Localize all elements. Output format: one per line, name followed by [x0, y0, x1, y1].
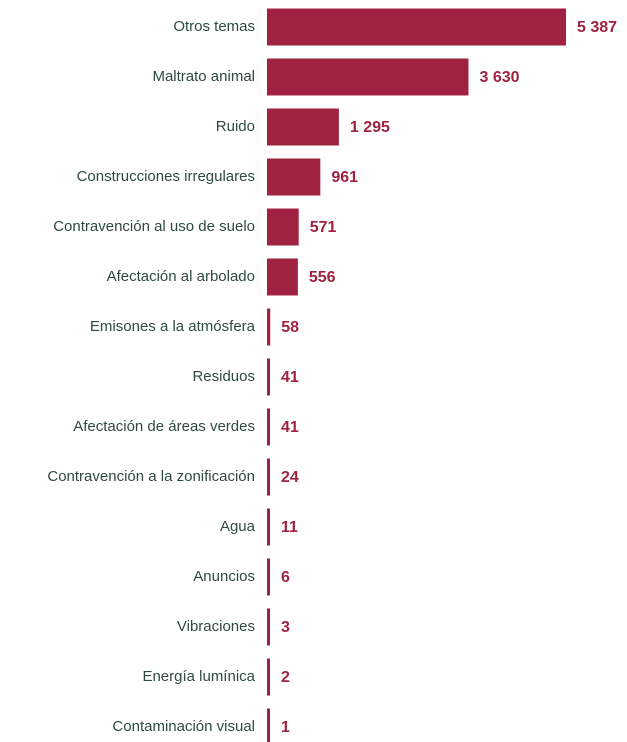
- category-label: Contravención al uso de suelo: [53, 218, 255, 235]
- category-label: Residuos: [192, 368, 255, 385]
- value-label: 5 387: [577, 19, 617, 36]
- value-label: 1: [281, 719, 290, 736]
- bar: [267, 458, 270, 496]
- bar: [267, 558, 270, 596]
- value-label: 58: [281, 319, 299, 336]
- category-label: Contravención a la zonificación: [47, 468, 255, 485]
- bar: [267, 708, 270, 742]
- category-label: Agua: [220, 518, 256, 535]
- value-label: 24: [281, 469, 299, 486]
- category-label: Construcciones irregulares: [77, 168, 255, 185]
- value-label: 961: [331, 169, 358, 186]
- category-label: Afectación al arbolado: [107, 268, 255, 285]
- bar: [267, 608, 270, 646]
- category-label: Afectación de áreas verdes: [73, 418, 255, 435]
- bar: [267, 408, 270, 446]
- bar: [267, 108, 339, 146]
- value-label: 11: [281, 519, 298, 536]
- value-label: 1 295: [350, 119, 390, 136]
- bar: [267, 58, 469, 96]
- bar: [267, 358, 270, 396]
- bar: [267, 658, 270, 696]
- category-label: Contaminación visual: [112, 718, 255, 735]
- bar: [267, 158, 321, 196]
- value-label: 3: [281, 619, 290, 636]
- value-label: 3 630: [479, 69, 519, 86]
- category-label: Maltrato animal: [152, 68, 255, 85]
- category-label: Emisones a la atmósfera: [90, 318, 256, 335]
- category-label: Otros temas: [173, 18, 255, 35]
- category-label: Anuncios: [193, 568, 255, 585]
- category-label: Ruido: [216, 118, 255, 135]
- value-label: 41: [281, 369, 299, 386]
- value-label: 2: [281, 669, 290, 686]
- value-label: 41: [281, 419, 299, 436]
- bar: [267, 308, 271, 346]
- value-label: 6: [281, 569, 290, 586]
- bar: [267, 258, 298, 296]
- value-label: 556: [309, 269, 336, 286]
- value-label: 571: [310, 219, 337, 236]
- bar: [267, 8, 566, 46]
- bar: [267, 208, 299, 246]
- bar: [267, 508, 270, 546]
- category-label: Energía lumínica: [142, 668, 255, 685]
- category-label: Vibraciones: [177, 618, 255, 635]
